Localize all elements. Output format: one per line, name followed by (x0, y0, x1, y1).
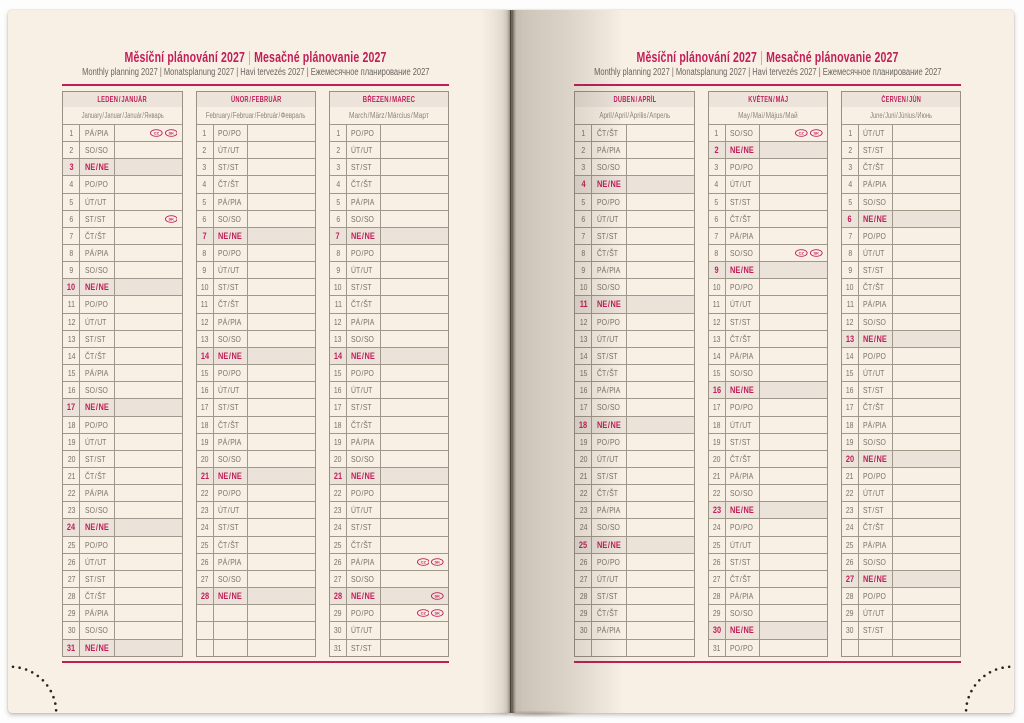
svg-text:CZ: CZ (420, 559, 426, 564)
svg-text:SK: SK (814, 251, 820, 256)
svg-text:CZ: CZ (799, 251, 805, 256)
svg-text:CZ: CZ (420, 611, 426, 616)
svg-text:SK: SK (435, 594, 441, 599)
svg-text:SK: SK (435, 611, 441, 616)
svg-text:SK: SK (168, 130, 174, 135)
svg-text:CZ: CZ (799, 130, 805, 135)
svg-text:SK: SK (168, 216, 174, 221)
svg-text:SK: SK (814, 130, 820, 135)
svg-text:SK: SK (435, 559, 441, 564)
svg-text:CZ: CZ (154, 130, 160, 135)
